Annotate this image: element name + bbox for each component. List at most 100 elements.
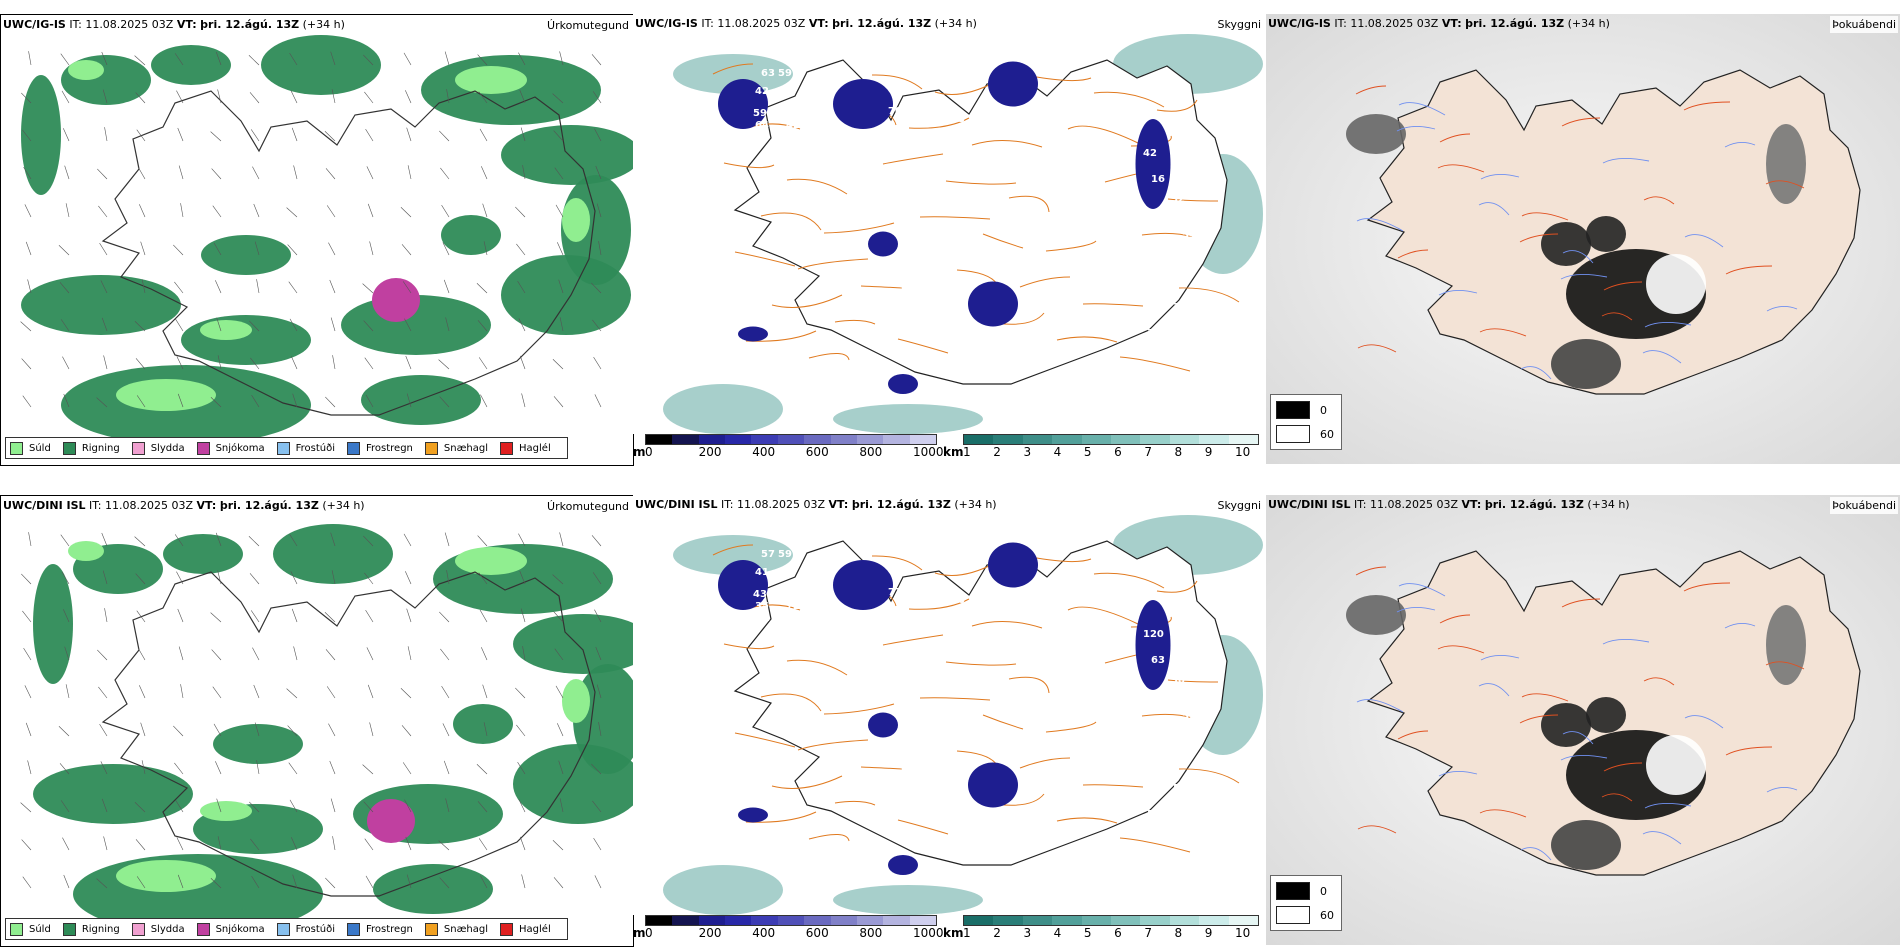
visibility-value-label: 32 <box>1132 318 1146 329</box>
colorbar-tick: 2 <box>993 926 1001 940</box>
visibility-value-label: 77 <box>888 587 902 598</box>
ceiling-legend-row: 60 <box>1276 425 1334 443</box>
colorbar-tick: 800 <box>859 926 883 940</box>
visibility-value-label: 97 <box>915 595 929 606</box>
colorbar-tick: 6 <box>1114 926 1122 940</box>
legend-label: Súld <box>29 923 51 935</box>
ceiling-legend-row: 60 <box>1276 906 1334 924</box>
lead-time: (+34 h) <box>322 499 365 512</box>
precip-type-map <box>1 496 633 946</box>
init-time: IT: 11.08.2025 03Z <box>701 17 806 30</box>
visibility-value-label: 156 <box>1138 569 1159 580</box>
legend-label: Rigning <box>81 442 120 454</box>
legend-item: Rigning <box>62 441 120 455</box>
colorbar-unit: km <box>943 445 964 459</box>
legend-item: Haglél <box>500 922 551 936</box>
param-label: Skyggni <box>1215 497 1263 514</box>
colorbar-tick: 9 <box>1204 445 1213 459</box>
height-colorbar: m 0 200 400 600 800 1000 <box>633 434 944 462</box>
legend-item: Slydda <box>131 922 185 936</box>
panel-visibility-bottom: UWC/DINI ISL IT: 11.08.2025 03Z VT: þri.… <box>633 495 1265 947</box>
colorbar-step <box>1052 435 1082 444</box>
visibility-value-label: 142 <box>1184 727 1205 738</box>
visibility-value-label: 59 <box>753 108 767 119</box>
valid-label: VT: <box>196 499 217 512</box>
visibility-value-label: 64 <box>755 120 769 131</box>
valid-label: VT: <box>1461 498 1482 511</box>
colorbar-step <box>804 435 831 444</box>
colorbar-tick: 2 <box>993 445 1001 459</box>
colorbar-tick: 3 <box>1023 445 1032 459</box>
lead-time: (+34 h) <box>302 18 345 31</box>
ceiling-legend-row: 0 <box>1276 401 1327 419</box>
legend-swatch <box>347 441 360 455</box>
legend-label: Slydda <box>150 442 185 454</box>
visibility-value-label: 28 <box>1155 754 1169 765</box>
visibility-value-label: 39 <box>756 132 770 143</box>
legend-swatch <box>276 441 290 455</box>
lead-time: (+34 h) <box>1567 17 1610 30</box>
colorbar-step <box>856 435 884 444</box>
colorbar-step <box>1081 435 1112 444</box>
colorbar-step <box>993 435 1023 444</box>
colorbar-step <box>698 916 726 925</box>
legend-item: Frostregn <box>347 922 413 936</box>
ceiling-legend-swatch <box>1276 401 1310 419</box>
colorbar-tick: 200 <box>698 445 722 459</box>
valid-label: VT: <box>176 18 197 31</box>
colorbar-step <box>1169 435 1200 444</box>
colorbar-step <box>672 916 699 925</box>
visibility-value-label: 59 <box>778 549 792 560</box>
colorbar-step <box>856 916 884 925</box>
colorbar-tick: 1 <box>963 926 971 940</box>
valid-time: þri. 12.ágú. 13Z <box>851 498 951 511</box>
visibility-value-label: 36 <box>1147 328 1161 339</box>
valid-time: þri. 12.ágú. 13Z <box>832 17 932 30</box>
legend-label: Frostúði <box>295 442 335 454</box>
colorbar-step <box>1199 435 1229 444</box>
visibility-value-label: 32 <box>780 569 794 580</box>
legend-label: Rigning <box>81 923 120 935</box>
model-name: UWC/IG-IS <box>3 18 66 31</box>
legend-swatch <box>500 922 514 936</box>
legend-swatch <box>276 922 290 936</box>
panel-precip-top: UWC/IG-IS IT: 11.08.2025 03Z VT: þri. 12… <box>0 14 634 466</box>
colorbar-step <box>1022 435 1053 444</box>
colorbar-tick: 7 <box>1144 445 1152 459</box>
colorbar-tick: 8 <box>1174 445 1183 459</box>
legend-label: Snæhagl <box>443 923 489 935</box>
visibility-value-label: 57 <box>761 549 775 560</box>
visibility-value-label: 42 <box>786 120 800 131</box>
ceiling-legend-label: 60 <box>1320 427 1334 441</box>
ceiling-legend-label: 0 <box>1320 884 1327 898</box>
colorbar-step <box>1022 916 1053 925</box>
visibility-value-label: 86 <box>1109 331 1123 342</box>
init-time: IT: 11.08.2025 03Z <box>1354 498 1459 511</box>
valid-time: þri. 12.ágú. 13Z <box>1484 498 1584 511</box>
precip-type-map <box>1 15 633 465</box>
valid-time: þri. 12.ágú. 13Z <box>1465 17 1565 30</box>
colorbar-step <box>1140 435 1170 444</box>
legend-swatch <box>196 922 210 936</box>
visibility-colorbar: km 1 2 3 4 5 6 7 8 9 10 <box>943 915 1265 943</box>
visibility-value-label: 52 <box>1182 711 1196 722</box>
visibility-value-label: 71 <box>1126 796 1140 807</box>
visibility-value-label: 16 <box>1151 174 1165 185</box>
ceiling-legend-swatch <box>1276 425 1310 443</box>
colorbar-tick: 6 <box>1114 445 1122 459</box>
visibility-value-label: 33 <box>1173 302 1187 313</box>
colorbar-tick: 5 <box>1083 445 1092 459</box>
visibility-value-label: 30 <box>1171 675 1185 686</box>
visibility-value-label: 55 <box>1155 273 1169 284</box>
visibility-value-label: 160 <box>1096 577 1117 588</box>
visibility-value-label: 72 <box>786 601 800 612</box>
legend-item: Súld <box>10 441 51 455</box>
init-time: IT: 11.08.2025 03Z <box>69 18 174 31</box>
legend-item: Súld <box>10 922 51 936</box>
visibility-value-label: 53 <box>1182 230 1196 241</box>
panel-ceiling-top: UWC/IG-IS IT: 11.08.2025 03Z VT: þri. 12… <box>1266 14 1900 466</box>
colorbar-strip <box>963 915 1259 926</box>
legend-swatch <box>62 922 76 936</box>
visibility-value-label: 71 <box>1184 246 1198 257</box>
lead-time: (+34 h) <box>954 498 997 511</box>
